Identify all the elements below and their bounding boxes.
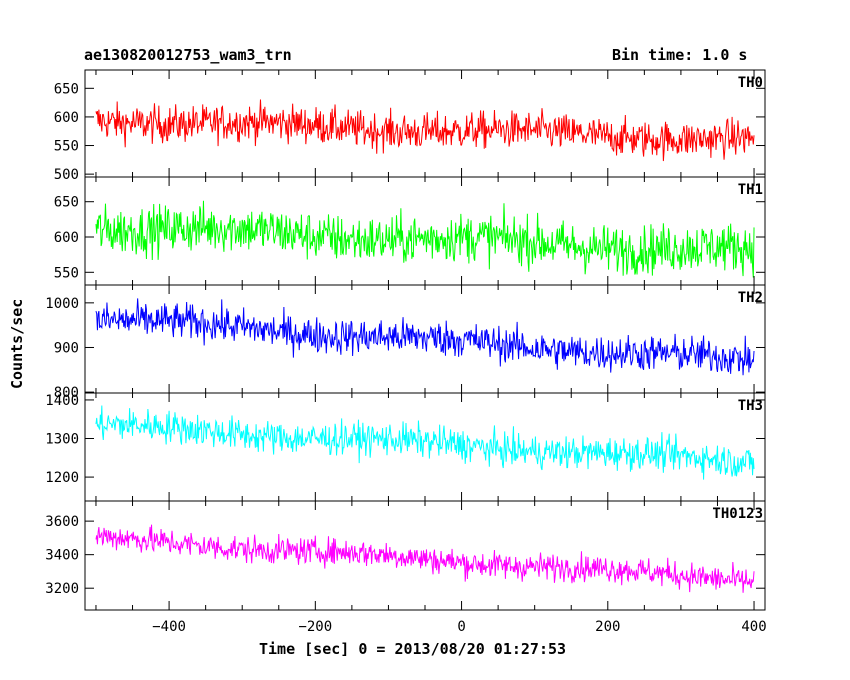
- series-line-th1: [95, 200, 755, 278]
- x-tick-label: −400: [152, 619, 186, 635]
- panel-label-th0: TH0: [738, 75, 763, 91]
- y-tick-label: 650: [54, 81, 79, 97]
- panel-label-th3: TH3: [738, 398, 763, 414]
- y-axis-label: Counts/sec: [8, 298, 26, 389]
- x-tick-label: −200: [298, 619, 332, 635]
- panel-label-th0123: TH0123: [712, 506, 763, 522]
- panel-label-th2: TH2: [738, 290, 763, 306]
- series-line-th0: [95, 99, 755, 162]
- y-tick-label: 1300: [45, 432, 79, 448]
- x-tick-label: 0: [457, 619, 465, 635]
- y-tick-label: 3400: [45, 548, 79, 564]
- series-line-th2: [95, 298, 755, 376]
- y-tick-label: 3600: [45, 514, 79, 530]
- y-tick-label: 3200: [45, 581, 79, 597]
- y-tick-label: 1000: [45, 296, 79, 312]
- panel-frame-th3: [84, 392, 766, 502]
- y-tick-label: 800: [54, 385, 79, 401]
- x-axis-label: Time [sec] 0 = 2013/08/20 01:27:53: [259, 640, 567, 658]
- chart-title: ae130820012753_wam3_trn: [84, 46, 292, 64]
- series-line-th3: [95, 405, 755, 480]
- y-tick-label: 600: [54, 230, 79, 246]
- y-tick-label: 550: [54, 139, 79, 155]
- series-line-th0123: [95, 524, 755, 593]
- y-tick-label: 650: [54, 195, 79, 211]
- x-tick-label: 400: [741, 619, 766, 635]
- y-tick-label: 1400: [45, 393, 79, 409]
- y-tick-label: 500: [54, 167, 79, 183]
- y-tick-label: 900: [54, 340, 79, 356]
- x-tick-label: 200: [595, 619, 620, 635]
- y-tick-label: 550: [54, 265, 79, 281]
- bin-time-label: Bin time: 1.0 s: [612, 46, 748, 64]
- y-tick-label: 1200: [45, 470, 79, 486]
- panel-label-th1: TH1: [738, 182, 763, 198]
- y-tick-label: 600: [54, 110, 79, 126]
